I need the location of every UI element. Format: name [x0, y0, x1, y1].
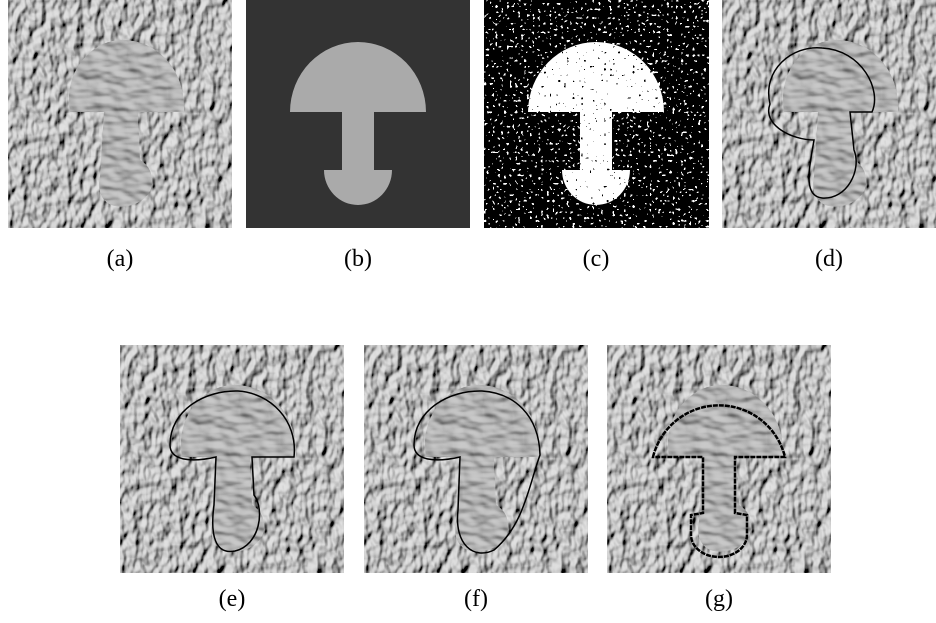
figure: (a) (b) (c) (d) (e) (f) (g) [0, 0, 936, 623]
panel-e [120, 345, 344, 573]
panel-d [722, 0, 936, 228]
panel-c [484, 0, 709, 228]
caption: (a) [107, 246, 134, 272]
caption: (b) [344, 246, 372, 272]
caption: (c) [583, 246, 610, 272]
caption: (g) [705, 586, 733, 612]
caption: (d) [815, 246, 843, 272]
panel-b [246, 0, 470, 228]
panel-a [8, 0, 232, 228]
caption: (e) [219, 586, 246, 612]
panel-g [607, 345, 831, 573]
panel-f [364, 345, 588, 573]
caption: (f) [464, 586, 488, 612]
